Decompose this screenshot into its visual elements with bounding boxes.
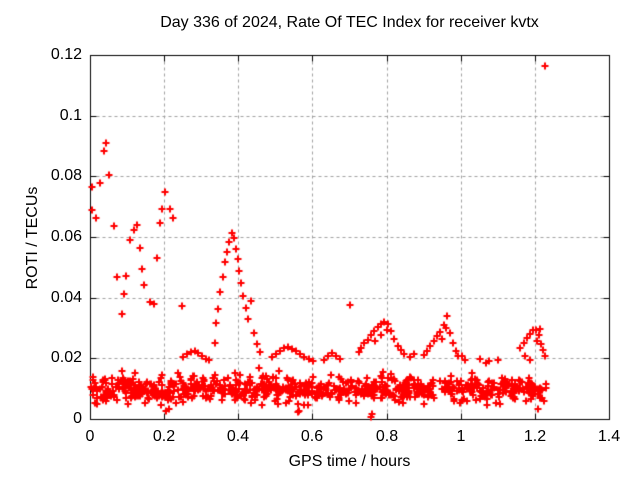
y-tick-label: 0.04	[50, 289, 82, 306]
x-tick-label: 0.2	[152, 428, 176, 445]
y-tick-label: 0.08	[50, 167, 82, 184]
y-tick-label: 0	[73, 410, 82, 427]
chart-title: Day 336 of 2024, Rate Of TEC Index for r…	[160, 14, 539, 31]
y-tick-label: 0.06	[50, 228, 82, 245]
x-axis-label: GPS time / hours	[288, 453, 411, 470]
x-tick-label: 1.2	[523, 428, 547, 445]
x-tick-label: 1	[456, 428, 466, 445]
x-tick-label: 0.8	[375, 428, 399, 445]
x-tick-label: 0	[85, 428, 95, 445]
y-tick-label: 0.12	[50, 46, 82, 63]
y-tick-label: 0.02	[50, 349, 82, 366]
x-tick-label: 0.4	[226, 428, 250, 445]
x-tick-label: 0.6	[300, 428, 324, 445]
y-tick-label: 0.1	[59, 107, 82, 124]
x-tick-label: 1.4	[597, 428, 621, 445]
